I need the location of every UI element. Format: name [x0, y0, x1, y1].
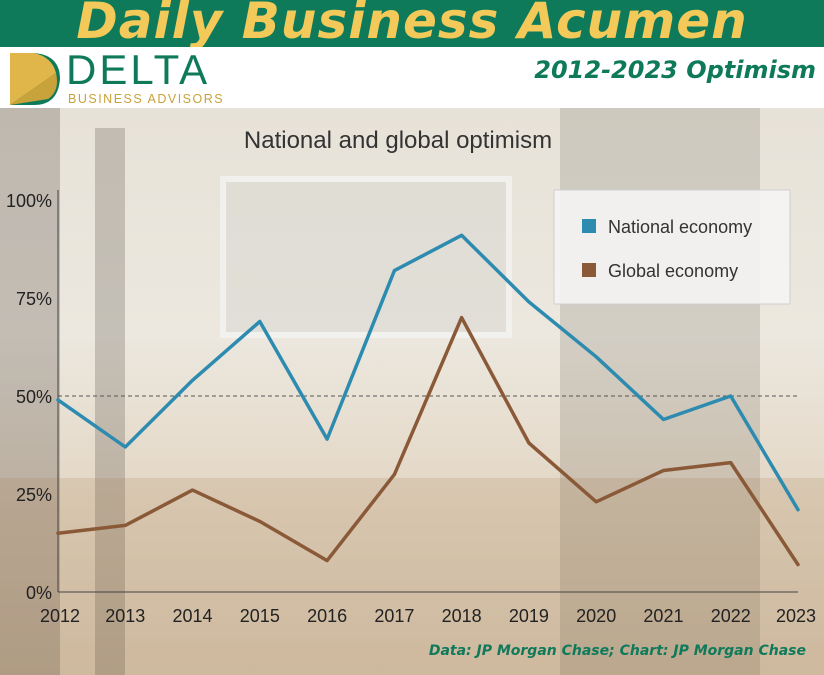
x-tick-label: 2012 [40, 606, 80, 626]
x-tick-label: 2016 [307, 606, 347, 626]
line-chart: National and global optimism 0% 25% 50% 75%… [6, 127, 816, 626]
legend-swatch [582, 219, 596, 233]
x-tick-label: 2014 [173, 606, 213, 626]
x-tick-label: 2017 [374, 606, 414, 626]
x-tick-label: 2013 [105, 606, 145, 626]
series-line-national [56, 233, 800, 512]
x-tick-label: 2022 [711, 606, 751, 626]
chart-title: National and global optimism [244, 127, 552, 154]
source-note: Data: JP Morgan Chase; Chart: JP Morgan … [428, 643, 806, 659]
header-band: Daily Business Acumen [0, 0, 824, 47]
legend-box [553, 189, 791, 305]
y-tick-label: 0% [26, 583, 52, 603]
logo-wordmark: DELTA [66, 46, 211, 93]
legend-label: Global economy [608, 261, 738, 281]
legend-label: National economy [608, 217, 752, 237]
x-tick-label: 2018 [442, 606, 482, 626]
x-tick-label: 2019 [509, 606, 549, 626]
y-tick-label: 50% [16, 387, 52, 407]
legend-swatch [582, 263, 596, 277]
x-tick-label: 2020 [576, 606, 616, 626]
x-tick-label: 2015 [240, 606, 280, 626]
y-tick-label: 75% [16, 289, 52, 309]
delta-logo-icon [10, 53, 60, 105]
x-tick-label: 2023 [776, 606, 816, 626]
headline: Daily Business Acumen [76, 0, 748, 47]
series-line-global [56, 315, 800, 567]
subtitle: 2012-2023 Optimism [534, 56, 816, 84]
y-tick-label: 25% [16, 485, 52, 505]
y-tick-label: 100% [6, 191, 52, 211]
logo: DELTA BUSINESS ADVISORS [8, 49, 228, 107]
logo-tagline: BUSINESS ADVISORS [68, 92, 225, 106]
x-tick-label: 2021 [643, 606, 683, 626]
